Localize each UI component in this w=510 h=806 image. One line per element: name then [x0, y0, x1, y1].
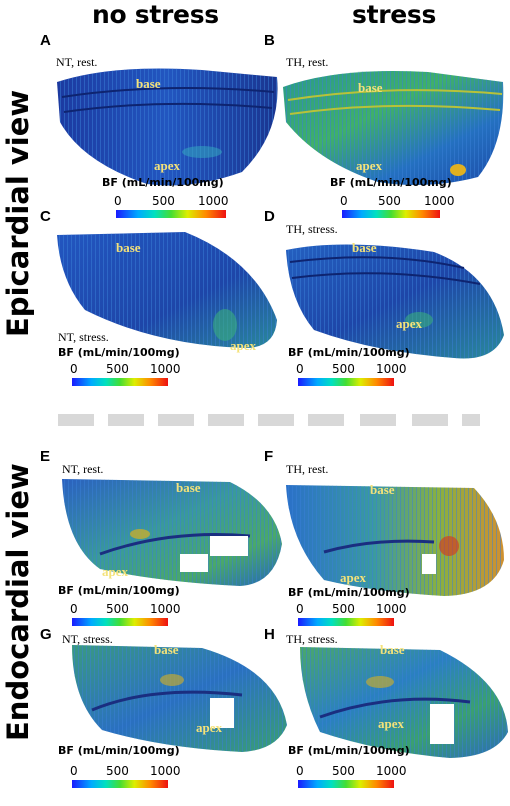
condition-label: TH, stress.: [286, 222, 338, 236]
divider-segment: [58, 414, 94, 426]
colorbar-tick: 500: [106, 602, 129, 616]
bf-colorbar: [342, 210, 440, 218]
apex-label: apex: [102, 564, 128, 579]
panel-label: B: [264, 32, 275, 49]
colorbar-tick: 500: [152, 194, 175, 208]
base-label: base: [154, 642, 179, 657]
heart-epicardial-render: [57, 232, 277, 348]
heart-endocardial-render: [72, 645, 287, 752]
heart-epicardial-render: [57, 68, 278, 186]
colorbar-tick: 500: [332, 362, 355, 376]
bf-colorbar: [116, 210, 226, 218]
panel-label: F: [264, 448, 274, 465]
apex-label: apex: [230, 338, 256, 353]
colorbar-tick: 0: [114, 194, 122, 208]
colorbar-tick: 0: [296, 362, 304, 376]
colorbar-tick: 0: [296, 764, 304, 778]
bf-colorbar-title: BF (mL/min/100mg): [102, 176, 224, 189]
divider-segment: [412, 414, 448, 426]
colorbar-tick: 500: [332, 602, 355, 616]
heart-endocardial-render: [62, 479, 282, 586]
panel-label: E: [40, 448, 51, 465]
base-label: base: [352, 240, 377, 255]
colorbar-tick: 1000: [424, 194, 455, 208]
bf-colorbar-title: BF (mL/min/100mg): [288, 744, 410, 757]
divider-segment: [462, 414, 480, 426]
divider-segment: [108, 414, 144, 426]
colorbar-tick: 1000: [376, 362, 407, 376]
side-label-epicardial: Epicardial view: [1, 89, 35, 337]
panel-label: D: [264, 208, 275, 225]
bf-colorbar-title: BF (mL/min/100mg): [58, 584, 180, 597]
base-label: base: [136, 76, 161, 91]
heart-endocardial-render: [300, 647, 508, 758]
colorbar-tick: 1000: [150, 764, 181, 778]
apex-label: apex: [154, 158, 180, 173]
colorbar-tick: 1000: [150, 362, 181, 376]
bf-colorbar-title: BF (mL/min/100mg): [58, 346, 180, 359]
colorbar-tick: 0: [70, 602, 78, 616]
colorbar-tick: 1000: [150, 602, 181, 616]
bf-colorbar: [72, 780, 168, 788]
apex-label: apex: [356, 158, 382, 173]
panel-label: H: [264, 626, 275, 643]
apex-label: apex: [378, 716, 404, 731]
divider-segment: [308, 414, 344, 426]
heart-endocardial-render: [286, 485, 504, 596]
colorbar-tick: 0: [296, 602, 304, 616]
bf-colorbar-title: BF (mL/min/100mg): [288, 586, 410, 599]
column-header-no-stress: no stress: [92, 0, 219, 29]
panel-label: G: [40, 626, 52, 643]
condition-label: TH, stress.: [286, 632, 338, 646]
condition-label: NT, rest.: [62, 462, 104, 476]
bf-colorbar: [298, 618, 394, 626]
panel-label: A: [40, 32, 51, 49]
colorbar-tick: 500: [378, 194, 401, 208]
base-label: base: [380, 642, 405, 657]
bf-colorbar: [72, 618, 168, 626]
heart-epicardial-render: [286, 244, 504, 359]
divider-segment: [258, 414, 294, 426]
bf-colorbar-title: BF (mL/min/100mg): [58, 744, 180, 757]
colorbar-tick: 0: [70, 764, 78, 778]
colorbar-tick: 0: [340, 194, 348, 208]
panel-label: C: [40, 208, 51, 225]
condition-label: NT, stress.: [62, 632, 113, 646]
condition-label: NT, stress.: [58, 330, 109, 344]
divider-segment: [360, 414, 396, 426]
condition-label: TH, rest.: [286, 462, 329, 476]
bf-colorbar-title: BF (mL/min/100mg): [288, 346, 410, 359]
colorbar-tick: 500: [332, 764, 355, 778]
column-header-stress: stress: [352, 0, 437, 29]
apex-label: apex: [340, 570, 366, 585]
base-label: base: [176, 480, 201, 495]
bf-colorbar: [298, 780, 394, 788]
side-label-endocardial: Endocardial view: [1, 463, 35, 741]
base-label: base: [116, 240, 141, 255]
bf-colorbar-title: BF (mL/min/100mg): [330, 176, 452, 189]
base-label: base: [370, 482, 395, 497]
condition-label: NT, rest.: [56, 55, 98, 69]
apex-label: apex: [396, 316, 422, 331]
divider-segment: [208, 414, 244, 426]
colorbar-tick: 500: [106, 362, 129, 376]
bf-colorbar: [72, 378, 168, 386]
bf-colorbar: [298, 378, 394, 386]
condition-label: TH, rest.: [286, 55, 329, 69]
divider-segment: [158, 414, 194, 426]
heart-epicardial-render: [283, 71, 504, 186]
colorbar-tick: 1000: [376, 602, 407, 616]
colorbar-tick: 500: [106, 764, 129, 778]
colorbar-tick: 1000: [376, 764, 407, 778]
apex-label: apex: [196, 720, 222, 735]
base-label: base: [358, 80, 383, 95]
colorbar-tick: 0: [70, 362, 78, 376]
colorbar-tick: 1000: [198, 194, 229, 208]
